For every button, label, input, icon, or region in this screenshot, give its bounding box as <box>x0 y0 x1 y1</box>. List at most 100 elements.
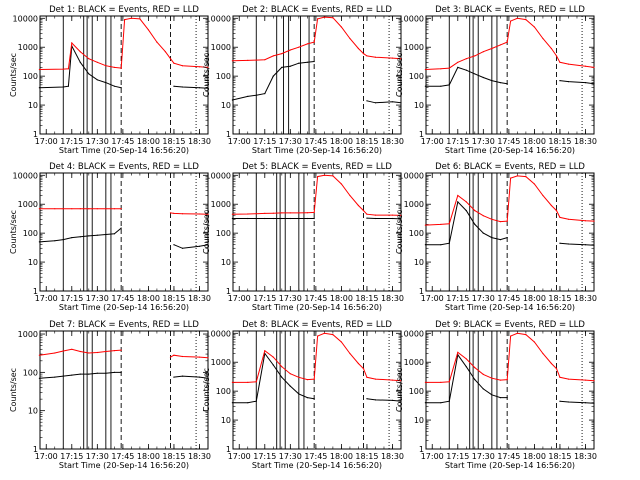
panel-det-5: Det 5: BLACK = Events, RED = LLD 1 10 100 10… <box>202 162 404 312</box>
events-series-line <box>232 217 402 220</box>
lld-data-point <box>424 224 426 226</box>
events-data-point <box>424 85 426 87</box>
events-data-point <box>391 101 394 103</box>
events-data-point <box>499 397 501 399</box>
y-tick-label: 1 <box>419 287 424 296</box>
x-tick-label: 18:15 <box>162 452 185 461</box>
x-tick-label: 18:00 <box>137 452 160 461</box>
x-tick-label: 18:00 <box>330 294 353 303</box>
lld-data-point <box>105 65 107 67</box>
panel-title: Det 8: BLACK = Events, RED = LLD <box>242 320 392 330</box>
lld-data-point <box>533 341 536 343</box>
lld-data-point <box>550 47 553 50</box>
lld-data-point <box>474 55 476 57</box>
lld-data-point <box>491 377 493 379</box>
y-axis-title: Counts/sec <box>9 53 18 97</box>
lld-data-point <box>362 210 365 212</box>
plot-frame <box>232 15 402 135</box>
x-tick-label: 17:00 <box>421 294 444 303</box>
events-data-point <box>440 244 442 246</box>
lld-data-point <box>281 366 283 368</box>
lld-data-point <box>362 368 365 370</box>
x-tick-label: 17:15 <box>446 294 469 303</box>
lld-series-line <box>232 174 402 216</box>
events-data-point <box>457 201 459 203</box>
x-tick-label: 18:30 <box>381 294 404 303</box>
events-series-line <box>232 61 402 104</box>
x-tick-label: 17:45 <box>304 137 327 146</box>
lld-data-point <box>357 204 359 207</box>
lld-data-point <box>584 220 587 222</box>
y-axis-title: Counts/sec <box>202 53 211 97</box>
events-data-point <box>181 375 184 377</box>
lld-data-point <box>506 379 508 381</box>
events-data-point <box>567 81 570 83</box>
y-tick-label: 10000 <box>13 14 38 23</box>
lld-series-line <box>39 17 209 70</box>
events-data-point <box>593 402 595 404</box>
lld-data-point <box>54 208 56 210</box>
lld-data-point <box>366 213 368 215</box>
x-axis-title: Start Time (20-Sep-14 16:56:20) <box>445 461 575 470</box>
events-data-point <box>247 217 249 220</box>
events-data-point <box>231 217 233 220</box>
lld-data-point <box>510 335 512 337</box>
events-data-point <box>298 217 300 220</box>
x-tick-label: 17:30 <box>279 294 302 303</box>
y-tick-label: 1 <box>226 130 231 139</box>
events-data-point <box>567 243 570 245</box>
lld-data-point <box>255 213 257 215</box>
lld-data-point <box>506 41 508 43</box>
x-axis-title: Start Time (20-Sep-14 16:56:20) <box>252 461 382 470</box>
lld-data-point <box>289 373 291 375</box>
lld-data-point <box>181 355 184 358</box>
lld-data-point <box>264 212 266 214</box>
events-data-point <box>88 235 90 237</box>
y-tick-label: 1000 <box>211 200 231 209</box>
events-data-point <box>482 232 484 234</box>
panel-det-8: Det 8: BLACK = Events, RED = LLD 1 10 100 10… <box>202 320 404 470</box>
x-tick-label: 18:00 <box>137 294 160 303</box>
lld-data-point <box>317 18 319 20</box>
x-tick-label: 17:45 <box>497 137 520 146</box>
x-tick-label: 17:30 <box>86 294 109 303</box>
events-data-point <box>96 79 98 81</box>
lld-data-point <box>391 57 394 59</box>
lld-data-point <box>491 47 493 50</box>
x-axis-title: Start Time (20-Sep-14 16:56:20) <box>59 146 189 155</box>
lld-data-point <box>482 373 484 375</box>
lld-data-point <box>147 29 149 31</box>
events-data-point <box>120 371 122 373</box>
x-tick-label: 18:15 <box>548 294 571 303</box>
lld-data-point <box>139 18 141 20</box>
events-data-point <box>105 82 107 84</box>
lld-data-point <box>482 215 484 217</box>
y-tick-label: 10000 <box>206 329 231 338</box>
lld-data-point <box>457 194 459 197</box>
x-tick-label: 18:00 <box>523 294 546 303</box>
lld-data-point <box>516 332 519 334</box>
panel-det-4: Det 4: BLACK = Events, RED = LLD 1 10 100 10… <box>9 162 211 312</box>
lld-data-point <box>559 216 561 218</box>
y-tick-label: 10000 <box>399 329 424 338</box>
x-tick-label: 17:30 <box>472 452 495 461</box>
events-data-point <box>289 217 291 220</box>
x-tick-label: 17:30 <box>86 452 109 461</box>
events-data-point <box>474 223 476 225</box>
lld-data-point <box>298 376 300 378</box>
plot-frame <box>39 330 209 450</box>
lld-data-point <box>593 380 595 382</box>
events-data-point <box>559 80 561 82</box>
events-data-point <box>79 61 81 63</box>
events-data-point <box>38 241 41 243</box>
lld-data-point <box>555 55 558 57</box>
x-tick-label: 17:30 <box>279 137 302 146</box>
lld-data-point <box>113 66 115 68</box>
x-tick-label: 17:15 <box>253 137 276 146</box>
events-data-point <box>306 217 308 220</box>
y-tick-label: 100 <box>216 387 231 396</box>
y-tick-label: 100 <box>23 229 38 238</box>
lld-data-point <box>400 58 402 60</box>
lld-data-point <box>96 351 98 354</box>
x-axis-title: Start Time (20-Sep-14 16:56:20) <box>445 303 575 312</box>
